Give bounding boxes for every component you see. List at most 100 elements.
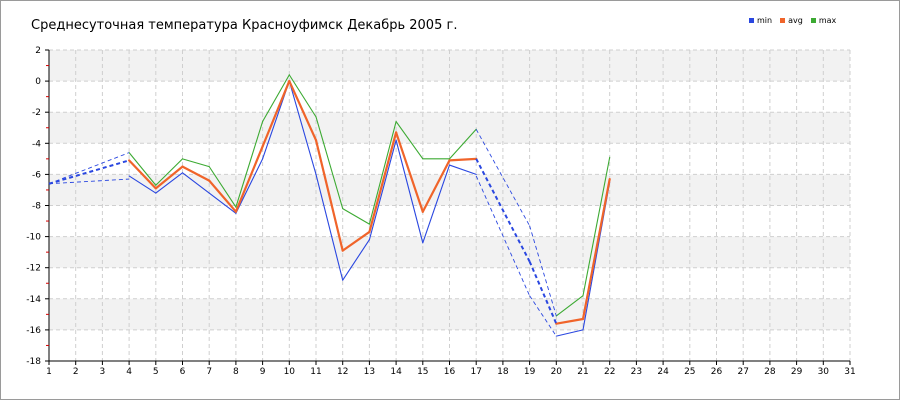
series-max-segment [582,156,611,297]
series-min-gap-segment [529,295,557,337]
series-avg-segment [395,131,424,213]
legend-item-min: min [749,16,772,25]
series-max-segment [208,166,237,208]
series-avg-segment [128,159,157,190]
series-min-gap-segment [48,178,130,185]
x-tick-label: 21 [577,367,588,377]
series-avg-segment [341,230,371,252]
legend-label-max: max [818,16,837,25]
series-avg-segment [555,317,585,325]
series-avg-segment [234,145,264,213]
series-max-segment [448,128,477,160]
x-tick-label: 10 [284,367,296,377]
y-tick-label: -2 [32,108,41,118]
chart-title: Среднесуточная температура Красноуфимск … [31,18,458,33]
x-tick-label: 13 [364,367,375,377]
x-tick-label: 1 [46,367,52,377]
y-tick-label: -4 [32,139,41,149]
x-tick-label: 8 [233,367,239,377]
x-tick-label: 18 [497,367,509,377]
y-tick-label: -6 [32,170,41,180]
series-max-segment [342,208,370,225]
series-min-segment [288,80,317,175]
series-avg-segment [368,131,398,234]
x-tick-label: 22 [604,367,615,377]
series-avg-segment [261,79,291,148]
series-min-segment [368,139,397,241]
series-max-gap-segment [529,225,557,317]
series-max-segment [181,158,210,168]
x-tick-label: 3 [100,367,106,377]
x-tick-label: 17 [470,367,481,377]
series-max-segment [128,152,157,186]
series-min-segment [235,158,264,214]
series-avg-segment [181,165,211,182]
x-tick-label: 5 [153,367,159,377]
x-tick-label: 16 [444,367,456,377]
x-tick-label: 27 [737,367,748,377]
series-avg-segment [448,157,478,162]
y-tick-label: -10 [26,233,41,243]
legend-label-avg: avg [788,16,803,25]
x-tick-label: 24 [657,367,669,377]
series-min-segment [395,139,424,244]
x-tick-label: 30 [818,367,830,377]
series-min-gap-segment [475,175,531,296]
x-tick-label: 14 [390,367,402,377]
series-avg-segment [421,159,451,213]
series-max-segment [235,120,264,208]
series-avg-segment [581,177,611,321]
y-tick-label: -8 [32,202,41,212]
x-tick-label: 28 [764,367,776,377]
series-avg-segment [208,179,237,213]
legend-label-min: min [757,16,773,25]
series-min-segment [155,172,184,194]
series-max-segment [315,116,344,210]
series-avg-segment [154,165,184,190]
series-max-segment [155,158,184,186]
series-max-segment [262,74,290,123]
series-avg-segment [314,139,344,252]
legend: min avg max [749,16,844,25]
x-tick-label: 20 [551,367,563,377]
legend-swatch-max [810,18,816,23]
y-tick-label: -12 [26,264,41,274]
x-tick-label: 9 [260,367,266,377]
x-tick-label: 29 [791,367,803,377]
x-tick-label: 2 [73,367,79,377]
x-tick-label: 4 [126,367,132,377]
legend-swatch-avg [780,18,786,23]
x-tick-label: 31 [844,367,855,377]
legend-swatch-min [749,18,754,23]
x-tick-label: 12 [337,367,348,377]
legend-item-avg: avg [780,16,803,25]
y-tick-label: -14 [26,295,41,305]
series-max-segment [288,74,317,118]
series-max-segment [555,295,584,317]
series-min-segment [448,164,477,175]
x-tick-label: 23 [631,367,642,377]
series-min-segment [208,192,237,214]
series-min-segment [181,172,210,194]
series-avg-gap-segment [475,158,531,262]
x-tick-label: 15 [417,367,428,377]
series-max-gap-segment [475,129,530,226]
series-min-segment [128,175,157,194]
x-tick-label: 25 [684,367,695,377]
x-tick-label: 19 [524,367,536,377]
legend-item-max: max [810,16,837,25]
x-tick-label: 6 [180,367,186,377]
series-min-segment [422,164,451,244]
y-tick-label: -16 [26,326,41,336]
y-tick-label: 2 [35,46,41,56]
x-tick-label: 11 [310,367,321,377]
series-min-segment [555,329,584,337]
series-max-segment [368,120,397,225]
x-tick-label: 26 [711,367,723,377]
y-tick-label: 0 [35,77,41,87]
series-min-segment [315,173,344,281]
y-tick-label: -18 [26,357,41,367]
series-max-gap-segment [48,152,130,185]
